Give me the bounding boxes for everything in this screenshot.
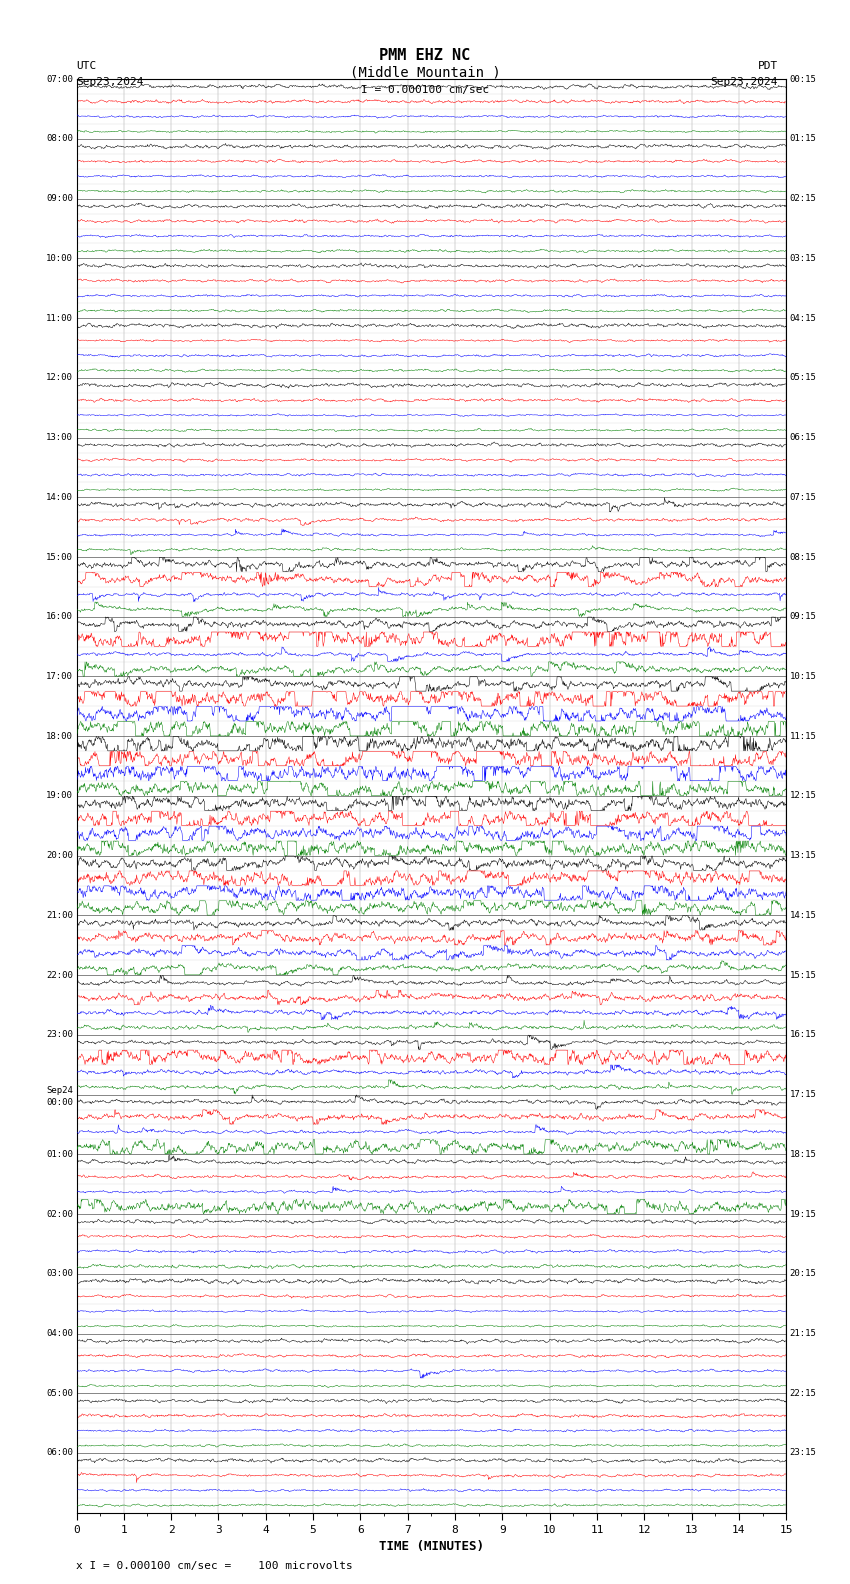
Text: 02:15: 02:15 [790,195,817,203]
Text: 11:15: 11:15 [790,732,817,741]
Text: 19:00: 19:00 [46,792,73,800]
Text: 06:00: 06:00 [46,1448,73,1457]
Text: 08:15: 08:15 [790,553,817,562]
Text: 10:15: 10:15 [790,672,817,681]
Text: Sep24: Sep24 [46,1085,73,1095]
Text: 13:00: 13:00 [46,432,73,442]
Text: 03:00: 03:00 [46,1269,73,1278]
Text: 10:00: 10:00 [46,253,73,263]
Text: 07:00: 07:00 [46,74,73,84]
Text: 20:00: 20:00 [46,851,73,860]
Text: 15:15: 15:15 [790,971,817,979]
Text: 14:15: 14:15 [790,911,817,920]
Text: 07:15: 07:15 [790,493,817,502]
Text: 00:00: 00:00 [46,1098,73,1107]
Text: 02:00: 02:00 [46,1210,73,1218]
Text: x I = 0.000100 cm/sec =    100 microvolts: x I = 0.000100 cm/sec = 100 microvolts [76,1562,354,1571]
Text: I = 0.000100 cm/sec: I = 0.000100 cm/sec [361,86,489,95]
Text: 04:15: 04:15 [790,314,817,323]
Text: 01:15: 01:15 [790,135,817,144]
Text: 14:00: 14:00 [46,493,73,502]
Text: 12:15: 12:15 [790,792,817,800]
Text: 22:00: 22:00 [46,971,73,979]
Text: 21:00: 21:00 [46,911,73,920]
Text: 15:00: 15:00 [46,553,73,562]
Text: PDT: PDT [757,62,778,71]
Text: Sep23,2024: Sep23,2024 [76,78,144,87]
Text: 09:00: 09:00 [46,195,73,203]
Text: 03:15: 03:15 [790,253,817,263]
Text: 18:00: 18:00 [46,732,73,741]
Text: 13:15: 13:15 [790,851,817,860]
Text: 16:00: 16:00 [46,613,73,621]
Text: 06:15: 06:15 [790,432,817,442]
Text: 11:00: 11:00 [46,314,73,323]
Text: 22:15: 22:15 [790,1389,817,1397]
Text: 00:15: 00:15 [790,74,817,84]
Text: UTC: UTC [76,62,97,71]
Text: 09:15: 09:15 [790,613,817,621]
Text: 21:15: 21:15 [790,1329,817,1338]
Text: 05:00: 05:00 [46,1389,73,1397]
Text: 18:15: 18:15 [790,1150,817,1159]
Text: 17:00: 17:00 [46,672,73,681]
X-axis label: TIME (MINUTES): TIME (MINUTES) [379,1540,484,1552]
Text: PMM EHZ NC: PMM EHZ NC [379,49,471,63]
Text: 08:00: 08:00 [46,135,73,144]
Text: Sep23,2024: Sep23,2024 [711,78,778,87]
Text: 12:00: 12:00 [46,374,73,382]
Text: (Middle Mountain ): (Middle Mountain ) [349,65,501,79]
Text: 20:15: 20:15 [790,1269,817,1278]
Text: 01:00: 01:00 [46,1150,73,1159]
Text: 05:15: 05:15 [790,374,817,382]
Text: 04:00: 04:00 [46,1329,73,1338]
Text: 17:15: 17:15 [790,1090,817,1099]
Text: 16:15: 16:15 [790,1030,817,1039]
Text: 23:00: 23:00 [46,1030,73,1039]
Text: 19:15: 19:15 [790,1210,817,1218]
Text: 23:15: 23:15 [790,1448,817,1457]
